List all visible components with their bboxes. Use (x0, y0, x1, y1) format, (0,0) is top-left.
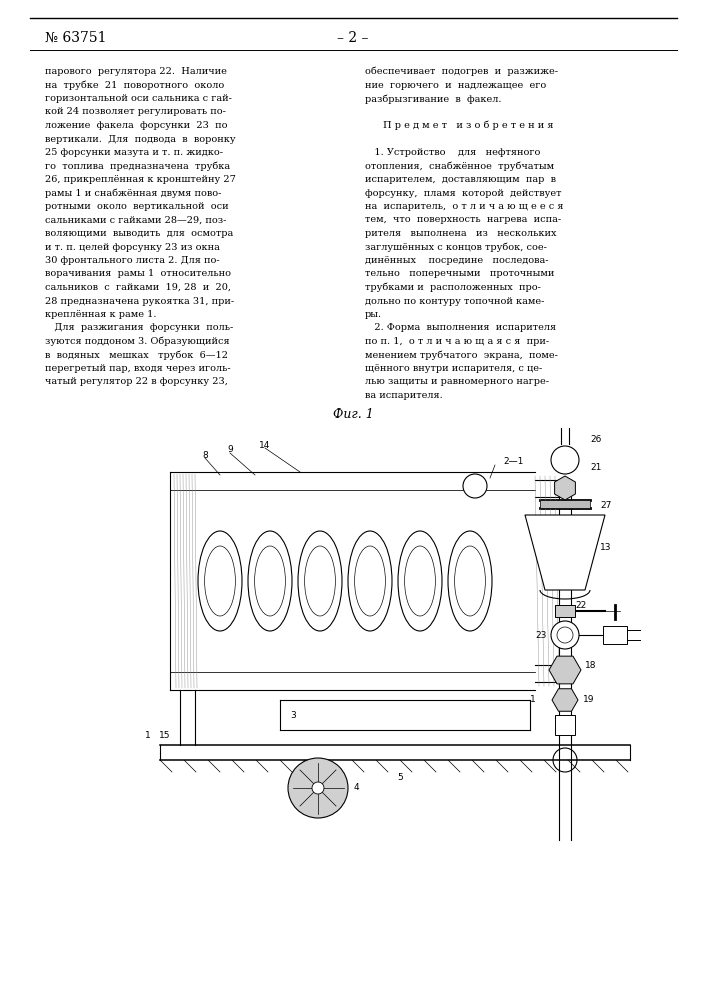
Text: – 2 –: – 2 – (337, 31, 369, 45)
Text: 21: 21 (590, 464, 602, 473)
Text: ние  горючего  и  надлежащее  его: ние горючего и надлежащее его (365, 81, 547, 90)
Bar (603, 626, 627, 644)
Circle shape (551, 446, 579, 474)
Text: кой 24 позволяет регулировать по-: кой 24 позволяет регулировать по- (45, 107, 226, 116)
Circle shape (312, 782, 324, 794)
Text: сальниками с гайками 28—29, поз-: сальниками с гайками 28—29, поз- (45, 216, 226, 225)
Text: сальников  с  гайками  19, 28  и  20,: сальников с гайками 19, 28 и 20, (45, 283, 231, 292)
Circle shape (288, 758, 348, 818)
Text: ворачивания  рамы 1  относительно: ворачивания рамы 1 относительно (45, 269, 231, 278)
Text: 5: 5 (397, 774, 403, 782)
Bar (540, 500, 590, 508)
Text: дольно по контуру топочной каме-: дольно по контуру топочной каме- (365, 296, 544, 306)
Polygon shape (549, 656, 581, 684)
Text: Фиг. 1: Фиг. 1 (332, 408, 373, 422)
Text: 8: 8 (202, 450, 208, 460)
Text: го  топлива  предназначена  трубка: го топлива предназначена трубка (45, 161, 230, 171)
Text: 18: 18 (585, 660, 597, 670)
Text: ложение  факела  форсунки  23  по: ложение факела форсунки 23 по (45, 121, 228, 130)
Text: обеспечивает  подогрев  и  разжиже-: обеспечивает подогрев и разжиже- (365, 67, 558, 77)
Text: отопления,  снабжённое  трубчатым: отопления, снабжённое трубчатым (365, 161, 554, 171)
Ellipse shape (298, 531, 342, 631)
Bar (555, 605, 575, 617)
Text: рамы 1 и снабжённая двумя пово-: рамы 1 и снабжённая двумя пово- (45, 188, 221, 198)
Text: 1: 1 (145, 730, 151, 740)
Text: 30 фронтального листа 2. Для по-: 30 фронтального листа 2. Для по- (45, 256, 220, 265)
Polygon shape (525, 515, 605, 590)
Text: 13: 13 (600, 544, 612, 552)
Text: 14: 14 (259, 440, 271, 450)
Text: динённых    посредине   последова-: динённых посредине последова- (365, 256, 549, 265)
Text: вертикали.  Для  подвода  в  воронку: вертикали. Для подвода в воронку (45, 134, 235, 143)
Text: в  водяных   мешках   трубок  6—12: в водяных мешках трубок 6—12 (45, 351, 228, 360)
Text: ротными  около  вертикальной  оси: ротными около вертикальной оси (45, 202, 228, 211)
Text: щённого внутри испарителя, с це-: щённого внутри испарителя, с це- (365, 364, 542, 373)
Ellipse shape (198, 531, 242, 631)
Circle shape (551, 621, 579, 649)
Ellipse shape (398, 531, 442, 631)
Text: на  испаритель,  о т л и ч а ю щ е е с я: на испаритель, о т л и ч а ю щ е е с я (365, 202, 563, 211)
Ellipse shape (248, 531, 292, 631)
Text: 22: 22 (575, 600, 586, 609)
Text: 27: 27 (600, 500, 612, 510)
Text: на  трубке  21  поворотного  около: на трубке 21 поворотного около (45, 81, 224, 90)
Text: 4: 4 (354, 784, 360, 792)
Text: № 63751: № 63751 (45, 31, 107, 45)
Text: 19: 19 (583, 696, 595, 704)
Text: 9: 9 (227, 446, 233, 454)
Text: 1. Устройство    для   нефтяного: 1. Устройство для нефтяного (365, 148, 540, 157)
Text: заглушённых с концов трубок, сое-: заглушённых с концов трубок, сое- (365, 242, 547, 252)
Text: испарителем,  доставляющим  пар  в: испарителем, доставляющим пар в (365, 175, 556, 184)
Ellipse shape (448, 531, 492, 631)
Text: креплённая к раме 1.: креплённая к раме 1. (45, 310, 156, 319)
Text: чатый регулятор 22 в форсунку 23,: чатый регулятор 22 в форсунку 23, (45, 377, 228, 386)
Text: 25 форсунки мазута и т. п. жидко-: 25 форсунки мазута и т. п. жидко- (45, 148, 223, 157)
Text: зуются поддоном 3. Образующийся: зуются поддоном 3. Образующийся (45, 337, 230, 347)
Text: по п. 1,  о т л и ч а ю щ а я с я  при-: по п. 1, о т л и ч а ю щ а я с я при- (365, 337, 549, 346)
Text: тельно   поперечными   проточными: тельно поперечными проточными (365, 269, 554, 278)
Text: рителя   выполнена   из   нескольких: рителя выполнена из нескольких (365, 229, 556, 238)
Bar (555, 715, 575, 735)
Text: горизонтальной оси сальника с гай-: горизонтальной оси сальника с гай- (45, 94, 232, 103)
Text: менением трубчатого  экрана,  поме-: менением трубчатого экрана, поме- (365, 351, 558, 360)
Text: ры.: ры. (365, 310, 382, 319)
Text: 15: 15 (159, 730, 171, 740)
Text: парового  регулятора 22.  Наличие: парового регулятора 22. Наличие (45, 67, 227, 76)
Polygon shape (552, 689, 578, 711)
Text: ва испарителя.: ва испарителя. (365, 391, 443, 400)
Text: 23: 23 (535, 631, 547, 640)
Text: 3: 3 (290, 710, 296, 720)
Text: форсунку,  пламя  которой  действует: форсунку, пламя которой действует (365, 188, 561, 198)
Text: 26, прикреплённая к кронштейну 27: 26, прикреплённая к кронштейну 27 (45, 175, 236, 184)
Text: лью защиты и равномерного нагре-: лью защиты и равномерного нагре- (365, 377, 549, 386)
Circle shape (463, 474, 487, 498)
Text: 2—1: 2—1 (503, 458, 523, 466)
Text: тем,  что  поверхность  нагрева  испа-: тем, что поверхность нагрева испа- (365, 216, 561, 225)
Text: Для  разжигания  форсунки  поль-: Для разжигания форсунки поль- (45, 324, 233, 332)
Text: П р е д м е т   и з о б р е т е н и я: П р е д м е т и з о б р е т е н и я (383, 121, 554, 130)
Text: 28 предназначена рукоятка 31, при-: 28 предназначена рукоятка 31, при- (45, 296, 234, 306)
Polygon shape (554, 476, 575, 500)
Text: перегретый пар, входя через иголь-: перегретый пар, входя через иголь- (45, 364, 230, 373)
Text: 1: 1 (530, 696, 536, 704)
Ellipse shape (348, 531, 392, 631)
Text: 2. Форма  выполнения  испарителя: 2. Форма выполнения испарителя (365, 324, 556, 332)
Text: разбрызгивание  в  факел.: разбрызгивание в факел. (365, 94, 501, 104)
Text: воляющими  выводить  для  осмотра: воляющими выводить для осмотра (45, 229, 233, 238)
Text: трубками и  расположенных  про-: трубками и расположенных про- (365, 283, 541, 292)
Text: 26: 26 (590, 436, 602, 444)
Text: и т. п. целей форсунку 23 из окна: и т. п. целей форсунку 23 из окна (45, 242, 220, 251)
